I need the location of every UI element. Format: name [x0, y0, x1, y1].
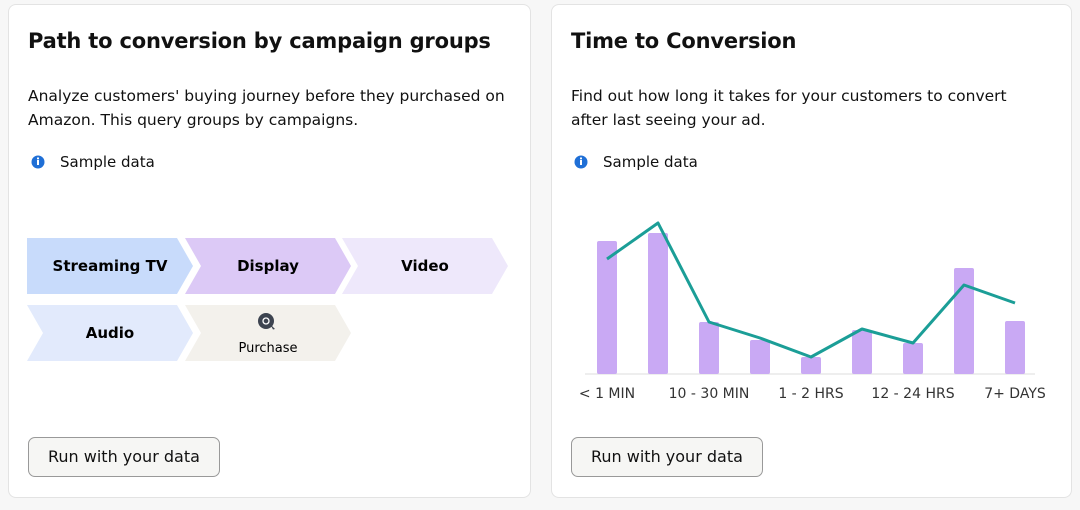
info-icon — [574, 155, 588, 169]
step-shape — [185, 305, 351, 361]
x-tick-label: < 1 MIN — [579, 386, 635, 402]
bar — [954, 268, 974, 374]
bar — [597, 241, 617, 374]
bar — [903, 343, 923, 374]
step-shape — [27, 305, 193, 361]
card-description: Analyze customers' buying journey before… — [28, 87, 505, 129]
info-icon — [31, 155, 45, 169]
sample-note: Sample data — [60, 153, 155, 171]
x-tick-label: 10 - 30 MIN — [669, 386, 750, 402]
line — [606, 221, 1016, 359]
step-shape — [185, 238, 351, 294]
bar — [852, 330, 872, 374]
step-label: Purchase — [238, 341, 297, 356]
run-button[interactable]: Run with your data — [571, 437, 763, 477]
card-description: Find out how long it takes for your cust… — [571, 87, 1007, 129]
card: Time to Conversion Find out how long it … — [551, 4, 1072, 498]
bar — [699, 322, 719, 374]
bar — [648, 233, 668, 374]
bar — [750, 340, 770, 374]
step-label: Video — [401, 257, 449, 275]
sample-note: Sample data — [603, 153, 698, 171]
bar — [801, 357, 821, 374]
x-tick-label: 12 - 24 HRS — [871, 386, 954, 402]
card-title: Time to Conversion — [571, 29, 797, 53]
step-shape — [342, 238, 508, 294]
run-button[interactable]: Run with your data — [28, 437, 220, 477]
x-tick-label: 1 - 2 HRS — [778, 386, 843, 402]
step-label: Display — [237, 257, 299, 275]
purchase-icon — [258, 313, 275, 330]
card-title: Path to conversion by campaign groups — [28, 29, 491, 53]
step-label: Streaming TV — [53, 257, 168, 275]
x-tick-label: 7+ DAYS — [984, 386, 1046, 402]
step-shape — [27, 238, 193, 294]
step-label: Audio — [86, 324, 134, 342]
bar — [1005, 321, 1025, 374]
